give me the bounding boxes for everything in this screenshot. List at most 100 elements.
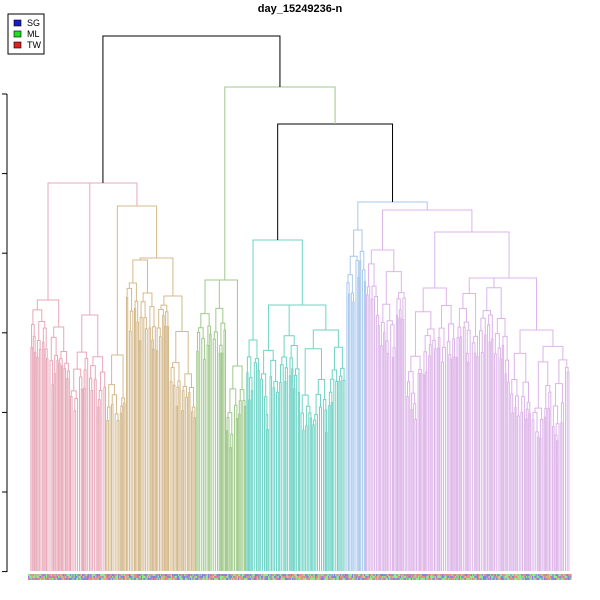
leaf-label-mark <box>335 578 337 580</box>
leaf-label-mark <box>184 576 186 578</box>
leaf-label-mark <box>454 576 456 578</box>
leaf-label-mark <box>508 576 510 578</box>
dendrogram-link <box>514 406 517 429</box>
leaf-label-mark <box>106 576 108 578</box>
leaf-label-mark <box>404 578 406 580</box>
leaf-label-mark <box>242 574 244 576</box>
dendrogram-link <box>74 397 79 420</box>
leaf-label-mark <box>254 578 256 580</box>
leaf-label-mark <box>352 576 354 578</box>
leaf-label-mark <box>500 578 502 580</box>
leaf-label-mark <box>538 578 540 580</box>
leaf-label-mark <box>200 578 202 580</box>
leaf-label-mark <box>385 578 387 580</box>
leaf-label-mark <box>462 576 464 578</box>
leaf-label-mark <box>512 578 514 580</box>
leaf-label-mark <box>335 576 337 578</box>
leaf-label-mark <box>416 578 418 580</box>
leaf-label-mark <box>330 578 332 580</box>
leaf-label-mark <box>436 574 438 576</box>
dendrogram-link <box>156 327 161 351</box>
leaf-label-mark <box>443 574 445 576</box>
leaf-label-mark <box>370 576 372 578</box>
leaf-label-mark <box>186 574 188 576</box>
leaf-label-mark <box>269 578 271 580</box>
leaf-label-mark <box>214 576 216 578</box>
leaf-label-mark <box>110 574 112 576</box>
leaf-label-mark <box>493 576 495 578</box>
leaf-label-mark <box>428 578 430 580</box>
leaf-label-mark <box>408 578 410 580</box>
leaf-label-mark <box>337 574 339 576</box>
leaf-label-mark <box>65 576 67 578</box>
leaf-label-mark <box>229 576 231 578</box>
leaf-label-mark <box>388 576 390 578</box>
leaf-label-mark <box>85 578 87 580</box>
leaf-label-mark <box>289 578 291 580</box>
leaf-label-mark <box>551 578 553 580</box>
leaf-label-mark <box>152 576 154 578</box>
leaf-label-mark <box>52 576 54 578</box>
leaf-label-mark <box>295 578 297 580</box>
leaf-label-mark <box>473 574 475 576</box>
leaf-label-mark <box>193 578 195 580</box>
leaf-label-mark <box>173 578 175 580</box>
leaf-label-mark <box>298 576 300 578</box>
leaf-label-mark <box>475 574 477 576</box>
leaf-label-mark <box>475 578 477 580</box>
leaf-label-mark <box>400 578 402 580</box>
leaf-label-mark <box>287 574 289 576</box>
leaf-label-mark <box>245 574 247 576</box>
leaf-label-mark <box>563 578 565 580</box>
dendrogram-link <box>317 379 326 400</box>
leaf-label-mark <box>89 578 91 580</box>
dendrogram-link <box>473 352 477 371</box>
leaf-label-mark <box>290 576 292 578</box>
leaf-label-mark <box>229 574 231 576</box>
leaf-label-mark <box>107 578 109 580</box>
leaf-label-mark <box>142 576 144 578</box>
leaf-label-mark <box>514 578 516 580</box>
leaf-label-mark <box>542 576 544 578</box>
leaf-label-mark <box>559 574 561 576</box>
leaf-label-mark <box>166 576 168 578</box>
leaf-label-mark <box>414 578 416 580</box>
leaf-label-mark <box>124 574 126 576</box>
leaf-label-mark <box>506 574 508 576</box>
leaf-label-mark <box>106 578 108 580</box>
leaf-label-mark <box>490 576 492 578</box>
leaf-label-mark <box>527 574 529 576</box>
leaf-label-mark <box>139 574 141 576</box>
dendrogram-link <box>353 229 363 257</box>
leaf-label-mark <box>454 574 456 576</box>
dendrogram-link <box>520 411 524 431</box>
leaf-label-mark <box>74 574 76 576</box>
leaf-label-mark <box>234 574 236 576</box>
leaf-label-mark <box>490 574 492 576</box>
leaf-label-mark <box>568 574 570 576</box>
leaf-label-mark <box>488 576 490 578</box>
leaf-label-mark <box>227 576 229 578</box>
leaf-label-mark <box>233 576 235 578</box>
leaf-label-mark <box>210 578 212 580</box>
dendrogram-link <box>142 292 153 307</box>
leaf-label-mark <box>500 576 502 578</box>
leaf-label-mark <box>90 578 92 580</box>
leaf-label-mark <box>487 574 489 576</box>
dendrogram-link <box>98 389 103 412</box>
leaf-label-mark <box>115 578 117 580</box>
dendrogram-link <box>36 299 60 327</box>
leaf-label-mark <box>313 578 315 580</box>
leaf-label-mark <box>329 578 331 580</box>
leaf-label-mark <box>226 578 228 580</box>
leaf-label-mark <box>67 574 69 576</box>
leaf-label-mark <box>383 574 385 576</box>
leaf-label-mark <box>218 576 220 578</box>
leaf-label-mark <box>236 574 238 576</box>
dendrogram-link <box>70 390 77 399</box>
leaf-label-mark <box>212 578 214 580</box>
dendrogram-link <box>90 365 96 380</box>
leaf-label-mark <box>126 574 128 576</box>
leaf-label-mark <box>322 574 324 576</box>
leaf-label-mark <box>96 578 98 580</box>
